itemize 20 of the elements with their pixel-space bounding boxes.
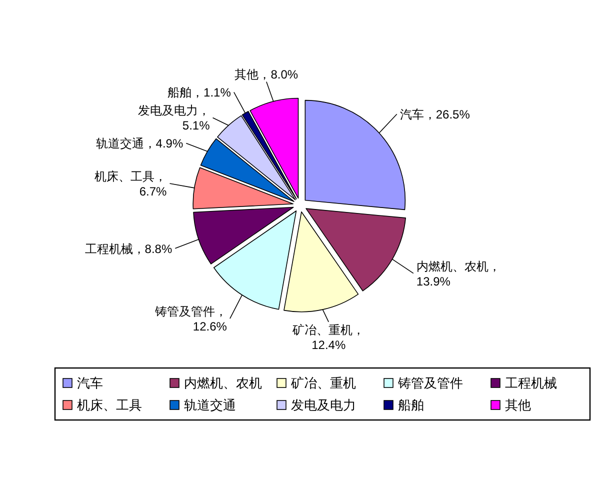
data-label: 汽车，26.5% xyxy=(400,108,470,122)
legend-label: 汽车 xyxy=(77,376,103,390)
data-label: 内燃机、农机， 13.9% xyxy=(416,259,500,288)
data-label: 铸管及管件， 12.6% xyxy=(154,304,228,334)
data-label: 机床、工具， 6.7% xyxy=(94,169,168,198)
legend-label: 矿冶、重机 xyxy=(290,376,356,390)
legend-label: 工程机械 xyxy=(505,376,557,390)
legend-label: 发电及电力 xyxy=(291,398,356,412)
legend-label: 其他 xyxy=(505,398,531,412)
data-label: 其他，8.0% xyxy=(234,68,298,82)
data-label: 发电及电力， 5.1% xyxy=(138,104,210,133)
data-label: 矿冶、重机， 12.4% xyxy=(292,322,365,352)
legend-label: 机床、工具 xyxy=(77,398,142,412)
data-label: 船舶，1.1% xyxy=(168,86,232,100)
legend-label: 轨道交通 xyxy=(184,398,236,412)
legend-label: 内燃机、农机 xyxy=(184,376,262,390)
data-label: 轨道交通，4.9% xyxy=(96,136,184,151)
legend-label: 铸管及管件 xyxy=(397,376,463,390)
legend-label: 船舶 xyxy=(398,398,424,412)
data-label: 工程机械，8.8% xyxy=(84,242,172,256)
